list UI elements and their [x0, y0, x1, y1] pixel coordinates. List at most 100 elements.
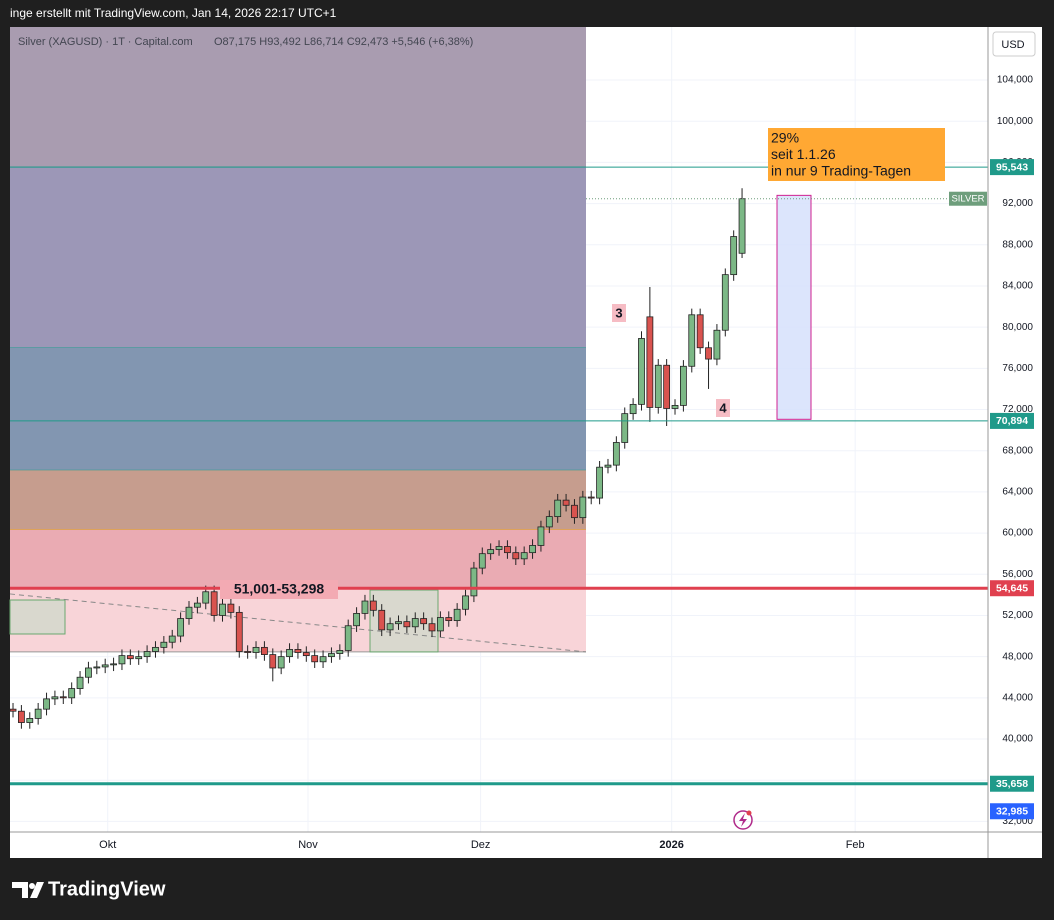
y-tick-label: 100,000 [997, 116, 1034, 127]
candle-body [721, 274, 729, 331]
gain-note: 29% [771, 130, 799, 146]
price-label: 95,543 [996, 161, 1028, 173]
price-label-box [990, 803, 1034, 820]
y-tick-label: 88,000 [1002, 239, 1033, 250]
candle-body [571, 504, 578, 519]
candle-body [654, 364, 662, 408]
y-tick-label: 72,000 [1002, 404, 1033, 415]
candle-body [210, 591, 218, 616]
candle-body [579, 496, 587, 519]
candle-body [545, 516, 553, 528]
candle-body [705, 347, 712, 360]
candle-body [529, 545, 536, 554]
x-tick-label: Dez [471, 839, 491, 851]
y-tick-label: 48,000 [1002, 651, 1033, 662]
candle-body [135, 656, 143, 660]
candle-body [436, 617, 444, 632]
candle-body [34, 708, 42, 719]
candle-body [713, 329, 721, 360]
candle-body [101, 664, 109, 668]
candle-body [621, 413, 629, 443]
symbol-tag-box [949, 191, 987, 206]
price-label: 54,645 [996, 583, 1028, 595]
candle-body [261, 646, 268, 655]
candle-body [51, 696, 59, 700]
candle-body [730, 236, 738, 276]
trend-line [9, 593, 587, 653]
range-label: 51,001-53,298 [234, 581, 325, 597]
zone [10, 347, 586, 471]
candle-body [612, 442, 620, 466]
candle-body [93, 666, 101, 669]
candle-body [244, 651, 252, 653]
wave-label-box [716, 399, 730, 417]
wave-label: 4 [719, 400, 727, 415]
candle-body [319, 656, 327, 663]
gain-note: seit 1.1.26 [771, 146, 836, 162]
candle-body [361, 600, 369, 614]
candle-body [411, 618, 419, 628]
y-tick-label: 44,000 [1002, 692, 1033, 703]
candle-body [520, 552, 528, 560]
candle-body [9, 708, 17, 712]
candle-body [679, 365, 687, 406]
candle-body [512, 552, 520, 560]
candle-body [378, 609, 386, 631]
zone [10, 470, 586, 530]
candle-body [202, 591, 210, 604]
zone [10, 27, 586, 168]
candle-body [646, 316, 654, 408]
candle-body [738, 198, 746, 254]
candle-body [386, 623, 394, 631]
candle-body [252, 646, 260, 653]
y-tick-label: 68,000 [1002, 445, 1033, 456]
candle-body [462, 595, 469, 610]
range-label-box [220, 580, 338, 599]
symbol-title: Silver (XAGUSD) · 1T · Capital.com [18, 36, 193, 48]
y-tick-label: 76,000 [1002, 363, 1033, 374]
candle-body [160, 641, 168, 648]
y-tick-label: 80,000 [1002, 322, 1033, 333]
candle-body [76, 676, 84, 689]
candle-body [269, 654, 277, 669]
price-axis: 32,00036,00040,00044,00048,00052,00056,0… [990, 75, 1034, 827]
x-tick-label: 2026 [659, 839, 683, 851]
y-tick-label: 32,000 [1002, 816, 1033, 827]
box [776, 194, 812, 420]
symbol-tag: SILVER [951, 194, 984, 205]
candle-body [420, 618, 428, 625]
candle-body [302, 652, 310, 657]
x-tick-label: Okt [99, 839, 116, 851]
y-tick-label: 52,000 [1002, 610, 1033, 621]
ohlc-legend: O87,175 H93,492 L86,714 C92,473 +5,546 (… [214, 36, 473, 48]
y-tick-label: 92,000 [1002, 198, 1033, 209]
candle-body [152, 646, 159, 652]
candle-body [143, 651, 151, 658]
price-label: 32,985 [996, 806, 1028, 818]
candle-body [696, 314, 704, 349]
currency[interactable]: USD [1001, 39, 1024, 51]
candle-body [177, 618, 185, 637]
candle-body [369, 600, 377, 611]
y-tick-label: 104,000 [997, 75, 1034, 86]
gain-note-box [768, 128, 945, 181]
candle-body [428, 623, 436, 632]
candle-body [235, 611, 243, 652]
y-tick-label: 60,000 [1002, 528, 1033, 539]
price-label-box [990, 775, 1034, 792]
candle-body [185, 606, 193, 619]
candle-body [353, 612, 360, 627]
candle-body [193, 602, 201, 608]
candle-body [671, 405, 679, 409]
y-tick-label: 84,000 [1002, 281, 1033, 292]
candle-body [596, 466, 603, 499]
candle-body [126, 655, 134, 660]
candle-body [554, 499, 562, 518]
price-label-box [990, 580, 1034, 597]
currency-button[interactable] [992, 31, 1036, 57]
candle-body [504, 546, 511, 554]
candle-body [85, 667, 92, 678]
candle-body [328, 653, 335, 658]
